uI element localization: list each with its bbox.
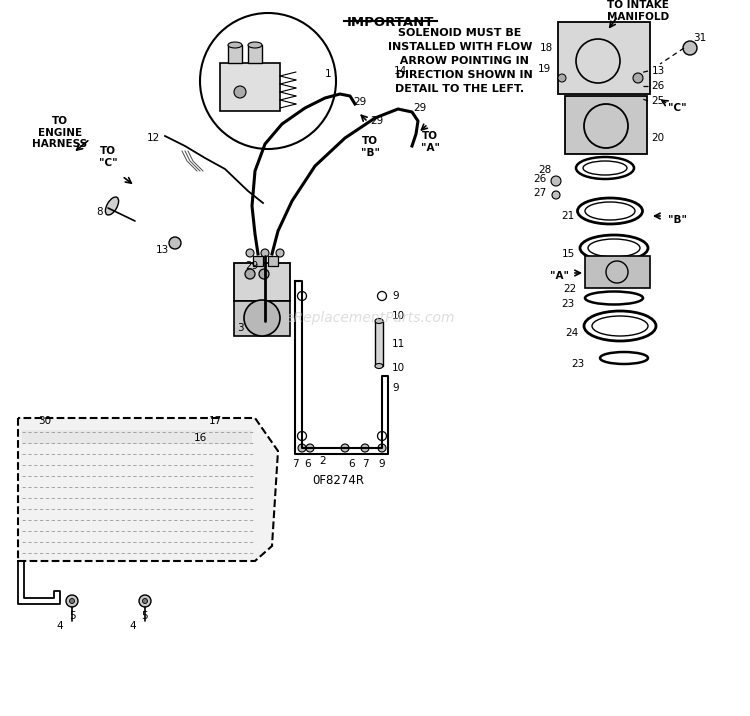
Text: 5: 5	[142, 611, 148, 621]
Text: 5: 5	[69, 611, 75, 621]
Circle shape	[378, 444, 386, 452]
Circle shape	[142, 599, 148, 604]
Text: 13: 13	[155, 245, 169, 255]
Text: 21: 21	[561, 211, 574, 221]
Bar	[558, 22, 650, 94]
Text: 9: 9	[392, 291, 399, 301]
Circle shape	[633, 73, 643, 83]
Circle shape	[552, 191, 560, 199]
Ellipse shape	[375, 319, 383, 324]
Text: 10: 10	[392, 311, 405, 321]
Text: 25: 25	[651, 96, 664, 106]
Circle shape	[70, 599, 74, 604]
Bar	[234, 263, 290, 301]
Text: 20: 20	[652, 133, 664, 143]
Text: 17: 17	[209, 416, 222, 426]
Text: 11: 11	[392, 339, 405, 349]
Text: 6: 6	[304, 459, 311, 469]
Circle shape	[261, 249, 269, 257]
Text: 12: 12	[146, 133, 160, 143]
Text: 2: 2	[320, 456, 326, 466]
Ellipse shape	[228, 42, 242, 48]
Text: 28: 28	[538, 165, 551, 175]
Bar	[565, 96, 647, 154]
Bar	[234, 301, 290, 336]
Text: 9: 9	[379, 459, 386, 469]
Text: 18: 18	[539, 43, 553, 53]
Bar	[22, 430, 252, 444]
Bar	[585, 256, 650, 288]
Text: TO
"A": TO "A"	[421, 131, 440, 153]
Circle shape	[551, 176, 561, 186]
Text: IMPORTANT: IMPORTANT	[346, 16, 433, 29]
Text: 29: 29	[245, 261, 259, 271]
Text: "B": "B"	[668, 215, 687, 225]
Ellipse shape	[248, 42, 262, 48]
Circle shape	[246, 249, 254, 257]
Circle shape	[139, 595, 151, 607]
Text: 13: 13	[651, 66, 664, 76]
Text: 26: 26	[533, 174, 547, 184]
Text: 10: 10	[392, 363, 405, 373]
Text: 9: 9	[392, 383, 399, 393]
Circle shape	[245, 269, 255, 279]
Text: 3: 3	[237, 323, 243, 333]
Text: 7: 7	[362, 459, 368, 469]
Ellipse shape	[106, 197, 118, 215]
Text: 29: 29	[370, 116, 383, 126]
Circle shape	[298, 444, 306, 452]
Text: 29: 29	[353, 97, 367, 107]
Text: 22: 22	[563, 284, 577, 294]
Text: SOLENOID MUST BE
INSTALLED WITH FLOW
  ARROW POINTING IN
  DIRECTION SHOWN IN
DE: SOLENOID MUST BE INSTALLED WITH FLOW ARR…	[388, 28, 532, 94]
Text: 26: 26	[651, 81, 664, 91]
Ellipse shape	[375, 364, 383, 369]
Bar	[228, 45, 242, 63]
Text: 29: 29	[413, 103, 427, 113]
Text: TO
ENGINE
HARNESS: TO ENGINE HARNESS	[32, 116, 88, 149]
Text: 8: 8	[97, 207, 104, 217]
Text: "A": "A"	[550, 271, 569, 281]
Circle shape	[306, 444, 314, 452]
Circle shape	[234, 86, 246, 98]
Polygon shape	[18, 418, 278, 561]
Text: 1: 1	[325, 69, 332, 79]
Text: 23: 23	[561, 299, 574, 309]
Text: 19: 19	[537, 64, 550, 74]
Circle shape	[276, 249, 284, 257]
Circle shape	[558, 74, 566, 82]
Text: TO INTAKE
MANIFOLD: TO INTAKE MANIFOLD	[607, 0, 669, 21]
Bar	[268, 256, 278, 266]
Circle shape	[683, 41, 697, 55]
Text: 24: 24	[566, 328, 579, 338]
Text: TO
"C": TO "C"	[99, 146, 117, 168]
Text: 16: 16	[194, 433, 206, 443]
Text: 4: 4	[57, 621, 63, 631]
Text: 14: 14	[393, 66, 406, 76]
Circle shape	[66, 595, 78, 607]
Circle shape	[244, 300, 280, 336]
Text: "C": "C"	[668, 103, 687, 113]
Bar	[220, 63, 280, 111]
Circle shape	[169, 237, 181, 249]
Text: 7: 7	[292, 459, 298, 469]
Bar	[253, 256, 263, 266]
Circle shape	[361, 444, 369, 452]
Text: 4: 4	[130, 621, 136, 631]
Text: 23: 23	[572, 359, 585, 369]
Text: 0F8274R: 0F8274R	[312, 473, 364, 486]
Text: 15: 15	[561, 249, 574, 259]
Text: 6: 6	[349, 459, 355, 469]
Text: 27: 27	[533, 188, 547, 198]
Text: 31: 31	[693, 33, 706, 43]
Text: TO
"B": TO "B"	[361, 136, 380, 158]
Circle shape	[341, 444, 349, 452]
Circle shape	[259, 269, 269, 279]
Text: eReplacementParts.com: eReplacementParts.com	[285, 311, 454, 325]
Bar	[248, 45, 262, 63]
Text: 30: 30	[38, 416, 52, 426]
Bar	[375, 321, 383, 366]
